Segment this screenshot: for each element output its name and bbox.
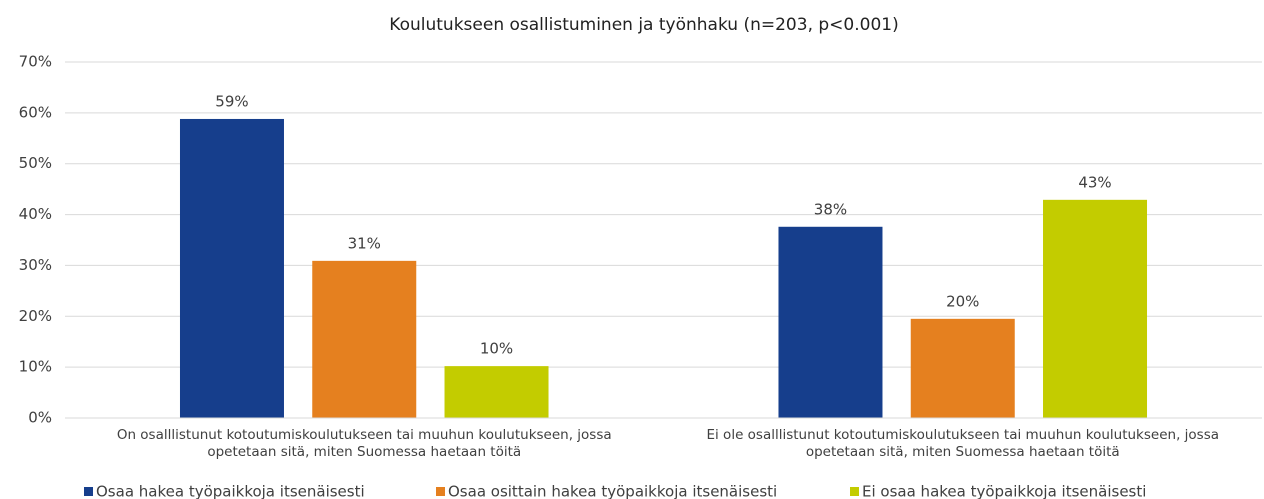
- y-tick-label: 50%: [19, 154, 52, 172]
- data-label: 31%: [348, 234, 381, 252]
- x-tick-label: Ei ole osalllistunut kotoutumiskoulutuks…: [706, 427, 1220, 460]
- data-label: 59%: [215, 92, 248, 110]
- bar: [444, 366, 549, 418]
- y-tick-label: 20%: [19, 307, 52, 325]
- y-tick-label: 0%: [28, 409, 52, 427]
- data-label: 43%: [1078, 173, 1111, 191]
- bar: [179, 118, 284, 419]
- legend-label: Osaa hakea työpaikkoja itsenäisesti: [96, 483, 365, 499]
- y-tick-label: 10%: [19, 358, 52, 376]
- data-label: 20%: [946, 292, 979, 310]
- y-tick-label: 40%: [19, 205, 52, 223]
- legend-label: Ei osaa hakea työpaikkoja itsenäisesti: [862, 483, 1146, 499]
- chart-title: Koulutukseen osallistuminen ja työnhaku …: [389, 15, 898, 35]
- legend-swatch: [850, 487, 859, 496]
- legend-swatch: [436, 487, 445, 496]
- y-tick-label: 30%: [19, 256, 52, 274]
- legend-label: Osaa osittain hakea työpaikkoja itsenäis…: [448, 483, 777, 499]
- bar: [1043, 199, 1148, 418]
- bar: [910, 318, 1015, 418]
- bar: [312, 260, 417, 418]
- y-tick-label: 60%: [19, 103, 52, 121]
- y-tick-label: 70%: [19, 53, 52, 71]
- legend-swatch: [84, 487, 93, 496]
- data-label: 38%: [814, 200, 847, 218]
- data-label: 10%: [480, 340, 513, 358]
- x-tick-label: On osalllistunut kotoutumiskoulutukseen …: [116, 427, 612, 460]
- bar: [778, 226, 883, 418]
